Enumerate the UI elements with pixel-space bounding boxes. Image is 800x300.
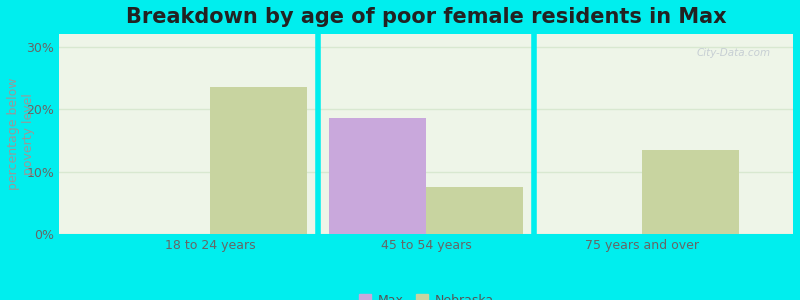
Bar: [329, 118, 426, 234]
Text: City-Data.com: City-Data.com: [697, 48, 771, 58]
Bar: [426, 187, 523, 234]
Legend: Max, Nebraska: Max, Nebraska: [354, 289, 498, 300]
Title: Breakdown by age of poor female residents in Max: Breakdown by age of poor female resident…: [126, 7, 726, 27]
Bar: [642, 150, 739, 234]
Y-axis label: percentage below
poverty level: percentage below poverty level: [7, 78, 35, 190]
Bar: [210, 87, 307, 234]
